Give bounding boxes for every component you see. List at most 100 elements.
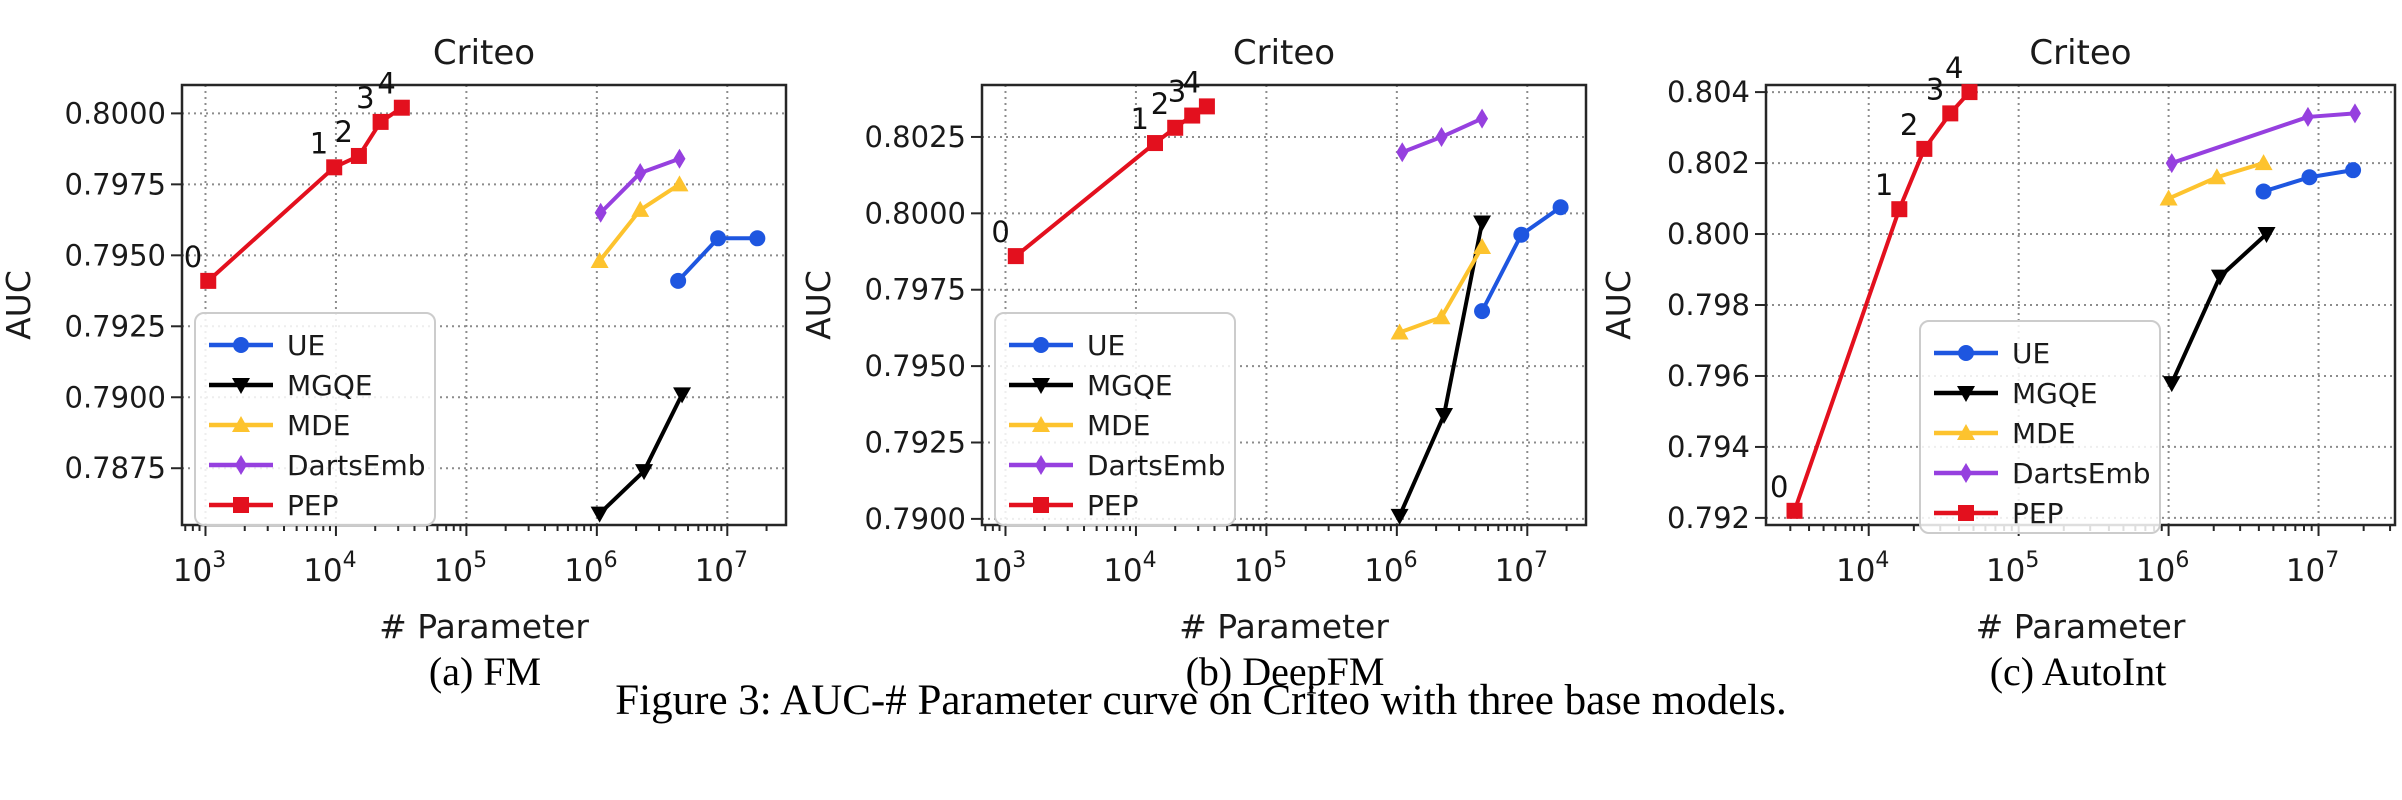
chart-title: Criteo [1233,33,1335,73]
y-axis-label: AUC [1600,270,1638,340]
series-UE-marker-1 [710,230,727,247]
svg-text:105: 105 [434,548,487,589]
chart-title: Criteo [433,33,535,73]
series-MGQE [1390,215,1492,525]
series-MGQE [2162,227,2276,393]
legend-label-DartsEmb: DartsEmb [287,449,426,482]
series-MGQE-marker-0 [590,506,609,523]
legend-label-MDE: MDE [1087,409,1150,442]
series-MGQE-marker-1 [1435,408,1454,424]
pep-point-label-4: 4 [1182,65,1200,99]
series-DartsEmb-marker-2 [2348,103,2361,124]
pep-point-label-0: 0 [1770,470,1788,504]
legend-item-MGQE: MGQE [209,369,373,402]
svg-text:106: 106 [1364,548,1417,589]
series-DartsEmb-marker-1 [2301,106,2314,127]
series-MGQE-line [597,392,685,516]
legend-marker-MDE [232,416,250,432]
legend-label-MDE: MDE [287,409,350,442]
series-MGQE-marker-1 [635,464,654,481]
charts-row: 103 104 105 106 107 0.7875 0.7900 0.7925 0.7950 0… [0,0,2397,692]
svg-text:0.804: 0.804 [1667,75,1750,109]
series-UE-marker-0 [2255,183,2272,200]
legend-marker-PEP [233,497,249,513]
svg-text:0.800: 0.800 [1667,217,1750,251]
chart-title: Criteo [2029,33,2131,73]
series-PEP-marker-0 [200,272,217,289]
series-MDE-marker-0 [2159,189,2178,206]
series-MGQE-marker-2 [2257,227,2276,244]
series-UE-marker-0 [670,272,687,289]
pep-point-label-3: 3 [1926,72,1944,106]
legend-label-PEP: PEP [1087,489,1138,522]
series-PEP-marker-4 [1961,84,1978,101]
svg-text:0.7975: 0.7975 [865,273,966,307]
legend-label-DartsEmb: DartsEmb [1087,449,1226,482]
legend-marker-UE [1958,345,1974,361]
svg-text:0.7925: 0.7925 [65,309,166,343]
legend-item-DartsEmb: DartsEmb [1934,457,2151,490]
legend-item-DartsEmb: DartsEmb [1009,449,1226,482]
legend-marker-MGQE [232,378,250,394]
series-MDE [1390,237,1492,340]
pep-point-label-2: 2 [1900,108,1918,142]
series-DartsEmb-marker-0 [2165,153,2178,174]
svg-text:104: 104 [303,548,356,589]
subplot-c-caption: (c) AutoInt [1989,649,2167,694]
svg-text:106: 106 [2136,548,2189,589]
legend-label-PEP: PEP [287,489,338,522]
svg-text:105: 105 [1986,548,2039,589]
legend-label-MGQE: MGQE [1087,369,1173,402]
svg-text:104: 104 [1836,548,1889,589]
svg-text:0.792: 0.792 [1667,501,1750,535]
legend-box [1919,320,2161,534]
series-PEP-marker-2 [1167,119,1184,136]
series-MDE-marker-2 [2254,154,2273,171]
plot-border [980,83,1588,527]
legend-marker-DartsEmb [1960,463,1972,483]
svg-text:107: 107 [1495,548,1548,589]
series-MGQE [590,387,692,523]
legend-marker-MGQE [1032,378,1050,394]
legend-label-UE: UE [1087,329,1125,362]
series-MDE-line [597,182,682,263]
legend-item-MDE: MDE [209,409,350,442]
series-MDE-marker-0 [590,252,609,268]
legend-label-MDE: MDE [2012,417,2075,450]
legend-item-UE: UE [1009,329,1125,362]
series-DartsEmb-marker-2 [1476,108,1489,129]
svg-text:0.7900: 0.7900 [865,502,966,536]
series-PEP-marker-3 [372,113,389,130]
legend-label-UE: UE [287,329,325,362]
pep-point-label-4: 4 [1945,51,1963,85]
series-PEP-marker-1 [1146,135,1163,152]
svg-text:0.8025: 0.8025 [865,120,966,154]
svg-text:0.802: 0.802 [1667,146,1750,180]
x-axis-label: # Parameter [379,607,589,646]
series-UE [670,230,766,289]
series-MGQE-marker-0 [1390,508,1409,525]
svg-text:0.7925: 0.7925 [865,426,966,460]
subplot-c-chart: 104 105 106 1070.7920.7940.7960.7980.8000.8… [1600,33,2397,646]
svg-text:0.798: 0.798 [1667,288,1750,322]
legend-marker-UE [1033,337,1049,353]
legend-marker-MDE [1032,416,1050,432]
legend-item-DartsEmb: DartsEmb [209,449,426,482]
subplot-b-panel: 103 104 105 106 107 0.7900 0.7925 0.7950 0.7975 0… [800,0,1598,692]
subplot-a-caption: (a) FM [428,649,542,694]
x-tick-labels: 103 104 105 106 107 [173,548,748,589]
svg-text:0.7950: 0.7950 [865,349,966,383]
pep-point-label-2: 2 [334,115,352,149]
series-UE [2255,162,2362,200]
legend-item-PEP: PEP [209,489,338,522]
legend-marker-MGQE [1957,386,1975,402]
svg-text:0.8000: 0.8000 [65,96,166,130]
pep-point-label-3: 3 [356,81,374,115]
series-UE-line [1480,205,1563,314]
series-DartsEmb-marker-1 [1435,126,1448,147]
series-MDE-marker-1 [631,200,650,217]
series-PEP-marker-3 [1184,107,1201,124]
legend-item-MGQE: MGQE [1009,369,1173,402]
